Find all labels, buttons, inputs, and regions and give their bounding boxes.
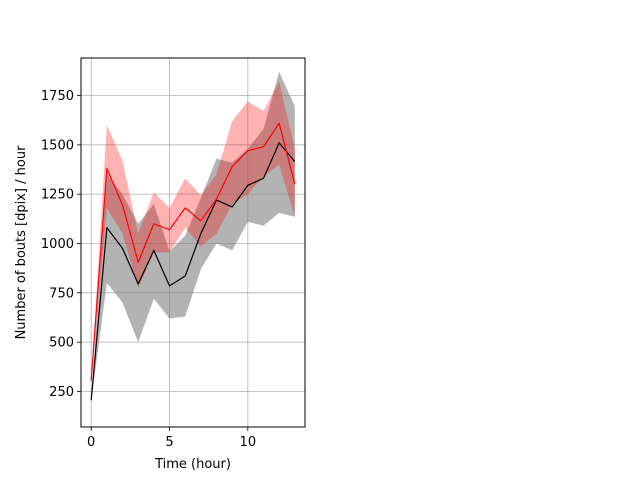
x-axis: 0 5 10 — [87, 427, 256, 450]
y-tick-label: 1250 — [41, 188, 74, 203]
y-tick-label: 500 — [49, 336, 74, 351]
plot-frame — [80, 57, 306, 428]
y-tick-label: 750 — [49, 286, 74, 301]
y-tick-label: 250 — [49, 385, 74, 400]
series-1-line — [90, 142, 296, 401]
y-axis: 250 500 750 1000 1250 1500 1750 — [41, 89, 81, 400]
x-axis-label: Time (hour) — [154, 457, 231, 472]
y-tick-label: 1750 — [41, 89, 74, 104]
y-tick-label: 1500 — [41, 138, 74, 153]
y-axis-label: Number of bouts [dpix] / hour — [14, 145, 29, 339]
series-2-line — [90, 122, 296, 381]
x-tick-label: 0 — [87, 435, 95, 450]
x-tick-label: 5 — [165, 435, 173, 450]
x-tick-label: 10 — [240, 435, 257, 450]
series-2-band — [91, 81, 295, 382]
y-tick-label: 1000 — [41, 237, 74, 252]
series-lines — [90, 122, 296, 401]
